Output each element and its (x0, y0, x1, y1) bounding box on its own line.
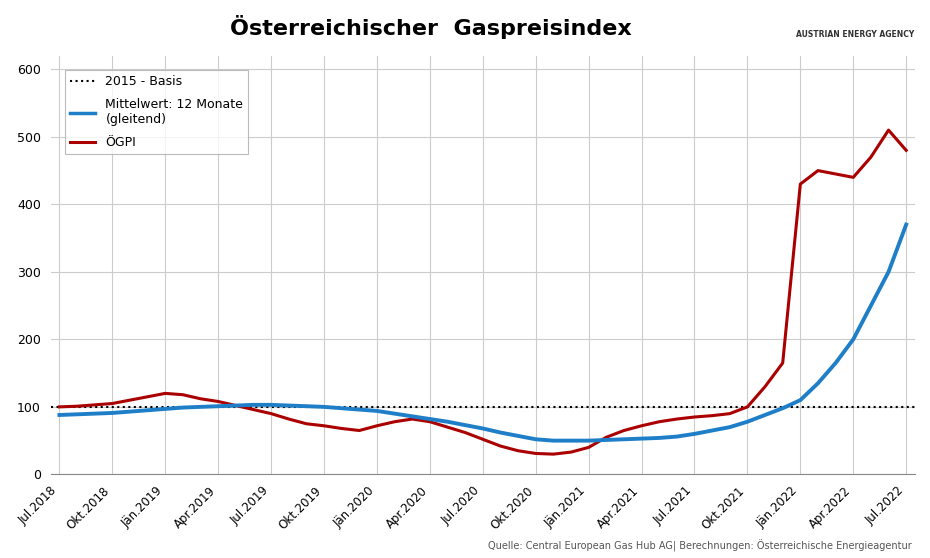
Text: Quelle: Central European Gas Hub AG| Berechnungen: Österreichische Energieagentu: Quelle: Central European Gas Hub AG| Ber… (487, 540, 911, 552)
Title: Österreichischer  Gaspreisindex: Österreichischer Gaspreisindex (230, 15, 631, 39)
Legend: 2015 - Basis, Mittelwert: 12 Monate
(gleitend), ÖGPI: 2015 - Basis, Mittelwert: 12 Monate (gle… (65, 70, 248, 155)
Text: AUSTRIAN ENERGY AGENCY: AUSTRIAN ENERGY AGENCY (796, 30, 915, 39)
